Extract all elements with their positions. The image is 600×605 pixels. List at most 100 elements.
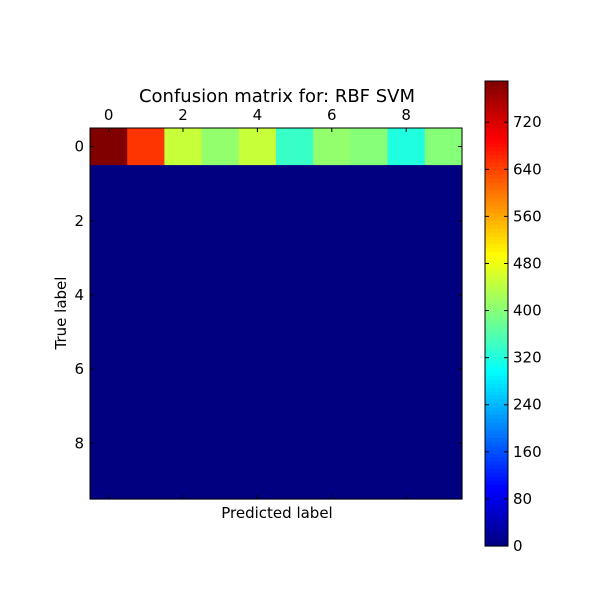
colorbar-segment xyxy=(485,518,508,524)
colorbar-segment xyxy=(485,181,508,187)
colorbar-segment xyxy=(485,251,508,256)
colorbar-segment xyxy=(485,286,508,291)
colorbar-segment xyxy=(485,425,508,431)
heatmap-cell xyxy=(127,202,165,240)
heatmap-cell xyxy=(90,128,128,166)
heatmap-cell xyxy=(387,128,426,166)
heatmap-cell xyxy=(127,165,165,203)
colorbar-segment xyxy=(485,208,508,214)
heatmap-cell xyxy=(201,165,240,203)
heatmap-cell xyxy=(127,461,165,500)
colorbar-segment xyxy=(485,143,508,148)
colorbar-segment xyxy=(485,162,508,167)
colorbar-segment xyxy=(485,294,508,299)
colorbar-tick-label: 400 xyxy=(513,302,542,320)
heatmap-cell xyxy=(313,387,351,426)
colorbar-segment xyxy=(485,387,508,392)
colorbar-segment xyxy=(485,394,508,400)
heatmap-cell xyxy=(90,165,128,203)
heatmap-cell xyxy=(201,128,240,166)
colorbar-frame xyxy=(484,80,509,547)
heatmap-cell xyxy=(424,424,463,463)
heatmap-cell xyxy=(424,202,463,240)
colorbar-segment xyxy=(485,437,508,442)
heatmap-cell xyxy=(350,276,389,315)
heatmap-cell xyxy=(313,276,351,315)
heatmap-cell xyxy=(424,387,463,426)
heatmap-cell xyxy=(276,313,314,352)
colorbar-segment xyxy=(485,123,508,129)
colorbar-tick-label: 240 xyxy=(513,396,542,414)
colorbar-segment xyxy=(485,267,508,272)
colorbar-segment xyxy=(485,418,508,423)
heatmap-cell xyxy=(201,202,240,240)
heatmap-cell xyxy=(424,276,463,315)
heatmap-cell xyxy=(164,239,203,277)
heatmap-cell xyxy=(238,165,277,203)
heatmap-cell xyxy=(201,313,240,352)
colorbar-segment xyxy=(485,406,508,411)
heatmap-cell xyxy=(350,424,389,463)
heatmap-cell xyxy=(387,313,426,352)
colorbar-segment xyxy=(485,112,508,117)
heatmap-cell xyxy=(90,239,128,277)
heatmap-cell xyxy=(201,239,240,277)
colorbar-segment xyxy=(485,321,508,326)
heatmap-cell xyxy=(90,424,128,463)
heatmap-cell xyxy=(90,202,128,240)
heatmap-cell xyxy=(387,202,426,240)
heatmap-cell xyxy=(313,461,351,500)
heatmap-cell xyxy=(127,239,165,277)
heatmap-cell xyxy=(127,313,165,352)
colorbar-segment xyxy=(485,108,508,113)
heatmap-cells xyxy=(90,128,463,500)
colorbar-segment xyxy=(485,247,508,253)
colorbar-segment xyxy=(485,220,508,225)
heatmap-cell xyxy=(127,387,165,426)
heatmap-cell xyxy=(164,276,203,315)
colorbar-segment xyxy=(485,534,508,539)
colorbar-segment xyxy=(485,329,508,334)
colorbar-segment xyxy=(485,115,508,121)
x-tick-label: 6 xyxy=(327,106,337,124)
heatmap-cell xyxy=(387,387,426,426)
colorbar-segment xyxy=(485,298,508,303)
y-tick-label: 8 xyxy=(74,434,84,452)
heatmap-cell xyxy=(90,461,128,500)
colorbar-segment xyxy=(485,290,508,295)
colorbar-segment xyxy=(485,317,508,322)
heatmap-cell xyxy=(201,276,240,315)
heatmap-cell xyxy=(424,128,463,166)
colorbar-segment xyxy=(485,449,508,454)
colorbar-segment xyxy=(485,402,508,408)
colorbar-segment xyxy=(485,336,508,342)
colorbar-segment xyxy=(485,131,508,136)
heatmap-cell xyxy=(90,313,128,352)
colorbar-segment xyxy=(485,104,508,109)
colorbar-tick-label: 320 xyxy=(513,349,542,367)
heatmap-cell xyxy=(313,239,351,277)
colorbar-segment xyxy=(485,332,508,338)
colorbar-segment xyxy=(485,255,508,260)
colorbar-segment xyxy=(485,464,508,470)
colorbar-segment xyxy=(485,456,508,462)
heatmap-cell xyxy=(387,461,426,500)
heatmap-cell xyxy=(276,276,314,315)
heatmap-cell xyxy=(313,313,351,352)
heatmap-cell xyxy=(350,350,389,389)
heatmap-cell xyxy=(424,165,463,203)
colorbar-segment xyxy=(485,96,508,101)
colorbar-segment xyxy=(485,224,508,229)
colorbar-tick-label: 160 xyxy=(513,443,542,461)
colorbar-segment xyxy=(485,212,508,218)
heatmap-cell xyxy=(350,165,389,203)
colorbar-segment xyxy=(485,530,508,535)
colorbar-tick-label: 480 xyxy=(513,254,542,272)
heatmap-cell xyxy=(201,387,240,426)
x-tick-label: 8 xyxy=(401,106,411,124)
colorbar-tick-label: 560 xyxy=(513,207,542,225)
colorbar-segment xyxy=(485,391,508,396)
colorbar-segment xyxy=(485,441,508,446)
colorbar-segment xyxy=(485,460,508,466)
